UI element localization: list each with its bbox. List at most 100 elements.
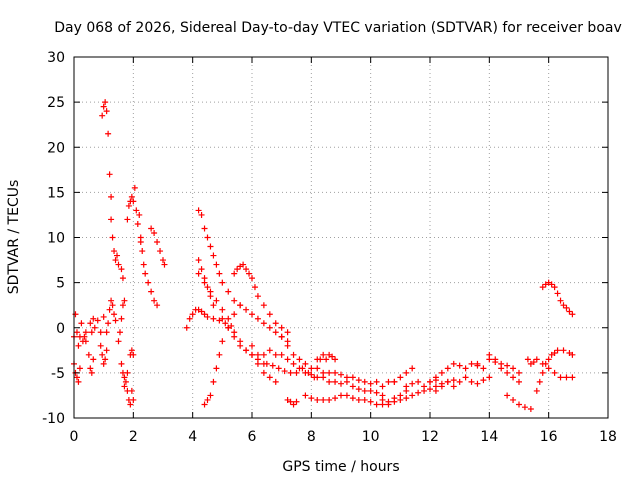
y-tick-label: 25 <box>47 95 65 111</box>
data-point <box>480 365 487 372</box>
data-point <box>403 383 410 390</box>
data-point <box>438 383 445 390</box>
data-point <box>91 324 98 331</box>
data-point <box>116 329 123 336</box>
series-s36 <box>486 351 522 376</box>
data-point <box>367 387 374 394</box>
data-point <box>379 396 386 403</box>
data-point <box>266 311 273 318</box>
data-point <box>222 320 229 327</box>
data-point <box>504 369 511 376</box>
data-point <box>320 396 327 403</box>
data-point <box>106 306 113 313</box>
data-point <box>99 351 106 358</box>
data-point <box>75 342 82 349</box>
data-point <box>82 329 89 336</box>
data-point <box>287 369 294 376</box>
data-point <box>516 369 522 376</box>
data-point <box>343 392 350 399</box>
data-point <box>128 347 135 354</box>
data-point <box>551 284 558 291</box>
x-tick-label: 2 <box>129 429 138 445</box>
data-point <box>219 315 226 322</box>
data-point <box>308 365 315 372</box>
data-point <box>189 311 196 318</box>
data-point <box>88 369 95 376</box>
y-tick-label: 0 <box>56 321 65 337</box>
data-point <box>272 351 279 358</box>
data-point <box>450 360 457 367</box>
chart-title: Day 068 of 2026, Sidereal Day-to-day VTE… <box>54 20 622 36</box>
data-point <box>516 401 522 408</box>
series-s31 <box>391 365 416 385</box>
data-point <box>100 313 107 320</box>
data-point <box>385 401 392 408</box>
y-axis: -10 -5 0 5 10 15 20 25 30 <box>42 50 608 427</box>
data-point <box>240 261 247 268</box>
data-point <box>355 386 362 393</box>
series-s21 <box>231 261 291 336</box>
data-point <box>109 234 116 241</box>
data-point <box>266 374 273 381</box>
data-point <box>219 306 226 313</box>
data-point <box>213 261 220 268</box>
data-point <box>302 392 309 399</box>
data-point <box>498 360 505 367</box>
data-point <box>548 281 555 288</box>
data-point <box>355 377 362 384</box>
data-point <box>210 378 217 385</box>
data-point <box>563 374 570 381</box>
data-point <box>296 356 303 363</box>
data-point <box>361 396 368 403</box>
data-point <box>329 353 336 360</box>
data-point <box>204 284 211 291</box>
data-point <box>142 270 149 277</box>
data-point <box>130 351 137 358</box>
data-point <box>154 239 161 246</box>
x-axis-label: GPS time / hours <box>282 459 399 475</box>
data-point <box>557 297 564 304</box>
data-point <box>195 257 202 264</box>
x-axis: 0 2 4 6 8 10 12 14 16 18 <box>70 57 617 445</box>
data-point <box>539 284 546 291</box>
data-point <box>397 374 404 381</box>
data-point <box>90 356 97 363</box>
data-point <box>131 184 138 191</box>
data-point <box>432 387 439 394</box>
data-point <box>87 320 94 327</box>
data-point <box>254 293 261 300</box>
data-point <box>332 369 339 376</box>
x-tick-label: 0 <box>70 429 79 445</box>
data-point <box>343 378 350 385</box>
data-point <box>480 377 487 384</box>
data-point <box>76 365 83 372</box>
data-point <box>112 317 119 324</box>
series-s41 <box>539 279 576 318</box>
data-point <box>486 351 493 358</box>
data-point <box>213 365 220 372</box>
data-point <box>254 351 261 358</box>
y-tick-label: 20 <box>47 140 65 156</box>
data-point <box>373 378 380 385</box>
series-s37 <box>504 392 534 412</box>
data-point <box>338 371 344 378</box>
data-point <box>121 383 128 390</box>
data-point <box>112 257 119 264</box>
data-point <box>554 347 561 354</box>
data-point <box>338 380 344 387</box>
data-point <box>293 398 300 405</box>
data-point <box>379 383 386 390</box>
data-point <box>545 356 552 363</box>
data-point <box>128 193 135 200</box>
data-point <box>237 302 244 309</box>
data-point <box>391 398 398 405</box>
data-point <box>272 320 279 327</box>
data-point <box>266 347 273 354</box>
data-point <box>438 369 445 376</box>
data-point <box>308 395 315 402</box>
data-point <box>108 193 115 200</box>
data-point <box>263 360 270 367</box>
data-point <box>551 369 558 376</box>
series-s38 <box>524 356 540 367</box>
data-point <box>462 365 469 372</box>
